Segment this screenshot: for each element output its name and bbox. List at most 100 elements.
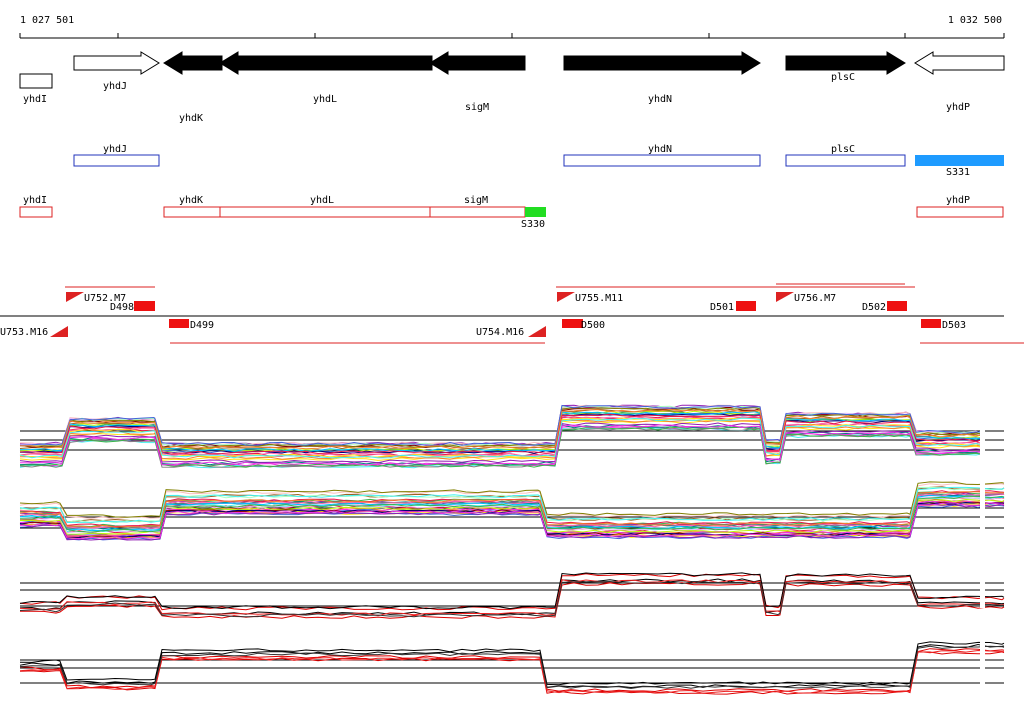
expression-trace xyxy=(19,415,981,457)
expression-trace xyxy=(19,503,1005,541)
gene-arrow xyxy=(219,51,433,75)
blue-label: S331 xyxy=(946,167,970,178)
feature-label: D502 xyxy=(862,302,886,313)
red-label: yhdP xyxy=(946,195,970,206)
d-box xyxy=(134,301,155,311)
feature-track: U752.M7 D498 U753.M16 D499 U754.M16 U755… xyxy=(0,283,1024,344)
d-box xyxy=(736,301,756,311)
d-box xyxy=(562,319,583,328)
expression-trace xyxy=(19,494,1005,532)
gene-label: yhdL xyxy=(313,94,337,105)
gene-arrow xyxy=(914,51,1005,75)
expression-trace xyxy=(19,422,981,464)
ruler-end: 1 032 500 xyxy=(948,15,1002,26)
red-track: yhdI yhdK yhdL sigM S330 yhdP xyxy=(19,195,1004,230)
blue-box xyxy=(563,154,761,167)
expression-trace xyxy=(20,413,981,455)
gene-arrow xyxy=(73,51,160,75)
red-box xyxy=(916,206,1004,218)
red-box xyxy=(163,206,221,218)
feature-label: D503 xyxy=(942,320,966,331)
red-box xyxy=(429,206,526,218)
ruler-start: 1 027 501 xyxy=(20,15,74,26)
expression-trace xyxy=(19,481,1005,518)
expression-trace xyxy=(19,492,1005,529)
flag xyxy=(50,326,68,337)
feature-label: D498 xyxy=(110,302,134,313)
gene-arrow xyxy=(785,51,906,75)
expression-trace xyxy=(20,498,1005,535)
gene-label: yhdI xyxy=(23,94,47,105)
expression-trace xyxy=(19,486,1005,524)
feature-label: U753.M16 xyxy=(0,327,48,338)
expression-trace xyxy=(19,491,1005,528)
red-label: yhdK xyxy=(179,195,203,206)
gap xyxy=(980,635,985,685)
gene-arrow xyxy=(163,51,223,75)
gene-box xyxy=(19,73,53,89)
feature-label: U755.M11 xyxy=(575,293,623,304)
gap xyxy=(980,483,985,533)
expression-trace xyxy=(19,648,1005,693)
expression-trace xyxy=(19,424,981,466)
flag xyxy=(66,292,84,302)
d-box xyxy=(921,319,941,328)
feature-label: D501 xyxy=(710,302,734,313)
expression-trace xyxy=(19,495,1005,533)
expression-trace xyxy=(19,500,1004,537)
expression-trace xyxy=(19,411,981,453)
blue-track: yhdJ yhdN plsC S331 xyxy=(73,144,1004,178)
blue-label: yhdJ xyxy=(103,144,127,155)
expression-trace xyxy=(19,417,981,459)
expression-trace xyxy=(19,424,980,466)
expression-trace xyxy=(19,572,1005,610)
flag xyxy=(528,326,546,337)
gene-label: yhdK xyxy=(179,113,203,124)
red-label: yhdL xyxy=(310,195,334,206)
expression-trace xyxy=(19,573,1005,611)
red-box xyxy=(19,206,53,218)
feature-label: D500 xyxy=(581,320,605,331)
gene-arrow xyxy=(429,51,526,75)
red-label: S330 xyxy=(521,219,545,230)
gene-label: plsC xyxy=(831,72,855,83)
expression-trace xyxy=(19,641,1005,686)
d-box xyxy=(169,319,189,328)
gene-label: yhdJ xyxy=(103,81,127,92)
expression-trace xyxy=(19,404,981,446)
red-box xyxy=(219,206,431,218)
gene-label: yhdP xyxy=(946,102,970,113)
gene-arrow xyxy=(563,51,761,75)
feature-label: U756.M7 xyxy=(794,293,836,304)
blue-box xyxy=(915,155,1004,166)
feature-label: U752.M7 xyxy=(84,293,126,304)
red-label: yhdI xyxy=(23,195,47,206)
red-label: sigM xyxy=(464,195,488,206)
blue-label: yhdN xyxy=(648,144,672,155)
expression-trace xyxy=(20,582,1005,619)
feature-label: U754.M16 xyxy=(476,327,524,338)
expression-panels xyxy=(19,404,1005,695)
blue-box xyxy=(785,154,906,167)
gap xyxy=(980,406,985,456)
expression-trace xyxy=(19,651,1005,695)
blue-label: plsC xyxy=(831,144,855,155)
gap xyxy=(980,558,985,608)
expression-trace xyxy=(19,502,1005,540)
gene-track: yhdI yhdJ yhdK yhdL sigM yhdN plsC yhdP xyxy=(19,51,1005,124)
expression-trace xyxy=(19,579,1005,617)
expression-trace xyxy=(19,580,1005,618)
expression-trace xyxy=(20,408,981,450)
gene-label: yhdN xyxy=(648,94,672,105)
flag xyxy=(557,292,575,302)
expression-trace xyxy=(19,649,1005,694)
gene-label: sigM xyxy=(465,102,489,113)
expression-trace xyxy=(19,645,1005,690)
flag xyxy=(776,292,794,302)
feature-label: D499 xyxy=(190,320,214,331)
expression-trace xyxy=(19,643,1005,689)
d-box xyxy=(887,301,907,311)
expression-trace xyxy=(19,426,981,468)
expression-trace xyxy=(19,490,1005,528)
